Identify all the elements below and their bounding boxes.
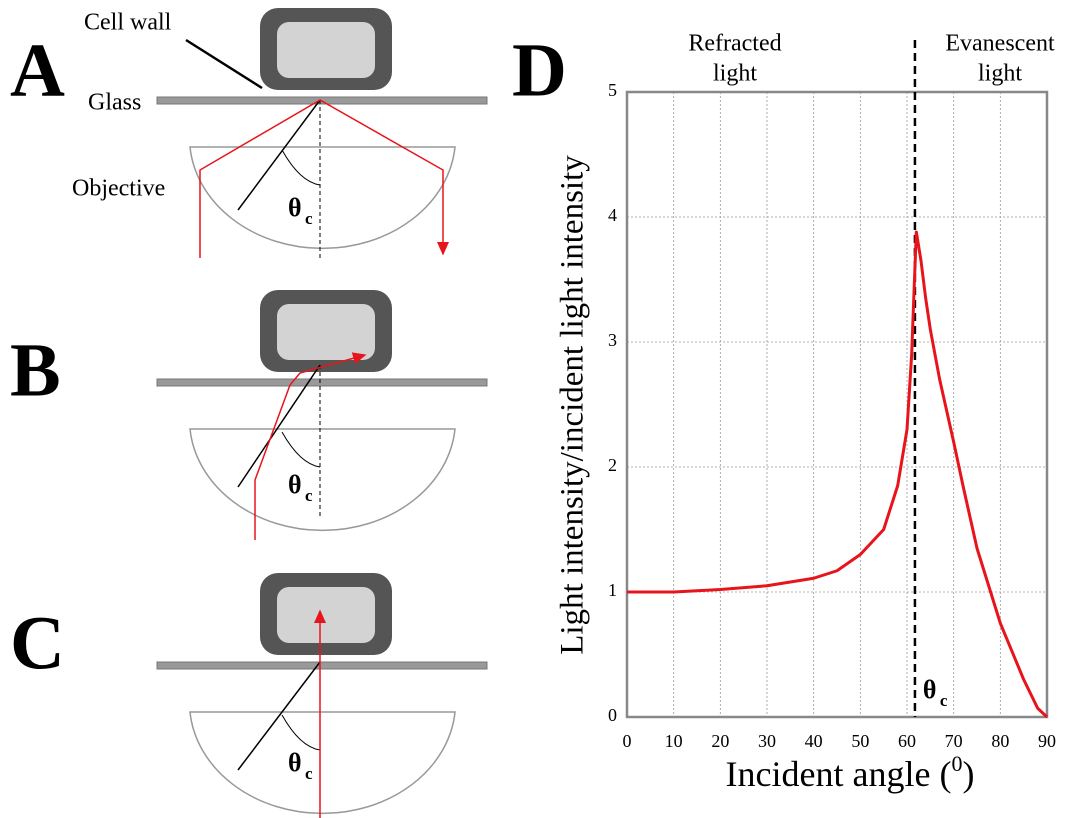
plot: 0 10 20 30 40 50 60 70 80 90 0 1 2 3 4 5 θ c Refracted ligh… [608, 31, 1056, 752]
y-axis-label: Light intensity/incident light intensity [555, 155, 591, 655]
objective-label: Objective [72, 176, 165, 202]
region-label: light [978, 61, 1022, 87]
plot-frame [625, 90, 1049, 719]
glass-label: Glass [88, 90, 141, 116]
panel-a: A Cell wall Glass Objective θ c [10, 7, 488, 258]
x-tick-label: 90 [1038, 731, 1056, 751]
panel-letter: A [10, 28, 65, 112]
x-tick-label: 30 [758, 731, 776, 751]
x-tick-label: 70 [945, 731, 963, 751]
panel-letter: C [10, 601, 65, 685]
theta: θ [288, 193, 302, 222]
data-line [627, 230, 1049, 719]
x-tick-label: 20 [711, 731, 729, 751]
critical-symbol: θ [923, 675, 937, 704]
x-tick-label: 50 [851, 731, 869, 751]
x-axis-label: Incident angle (0) [726, 751, 975, 794]
panel-letter: D [512, 28, 567, 112]
y-tick-label: 2 [608, 455, 617, 475]
region-label: Evanescent [945, 31, 1055, 57]
x-tick-label: 80 [991, 731, 1009, 751]
panel-letter: B [10, 328, 61, 412]
y-tick-label: 5 [608, 80, 617, 100]
x-tick-label: 0 [623, 731, 632, 751]
theta-sub: c [305, 764, 313, 783]
x-label-end: ) [962, 754, 974, 794]
theta-sub: c [305, 486, 313, 505]
y-tick-label: 0 [608, 705, 617, 725]
x-tick-label: 60 [898, 731, 916, 751]
x-tick-label: 10 [665, 731, 683, 751]
region-label: Refracted [688, 31, 781, 57]
y-tick-label: 1 [608, 580, 617, 600]
x-label-text: Incident angle ( [726, 754, 952, 794]
x-tick-label: 40 [805, 731, 823, 751]
panel-c: C θ c [10, 572, 488, 818]
cell-wall-label: Cell wall [84, 10, 172, 36]
y-tick-label: 4 [608, 205, 617, 225]
theta: θ [288, 748, 302, 777]
x-label-sup: 0 [951, 751, 962, 776]
panel-b: B θ c [10, 289, 488, 540]
critical-subscript: c [940, 691, 948, 710]
theta-sub: c [305, 209, 313, 228]
region-label: light [713, 61, 757, 87]
theta: θ [288, 470, 302, 499]
y-tick-label: 3 [608, 330, 617, 350]
